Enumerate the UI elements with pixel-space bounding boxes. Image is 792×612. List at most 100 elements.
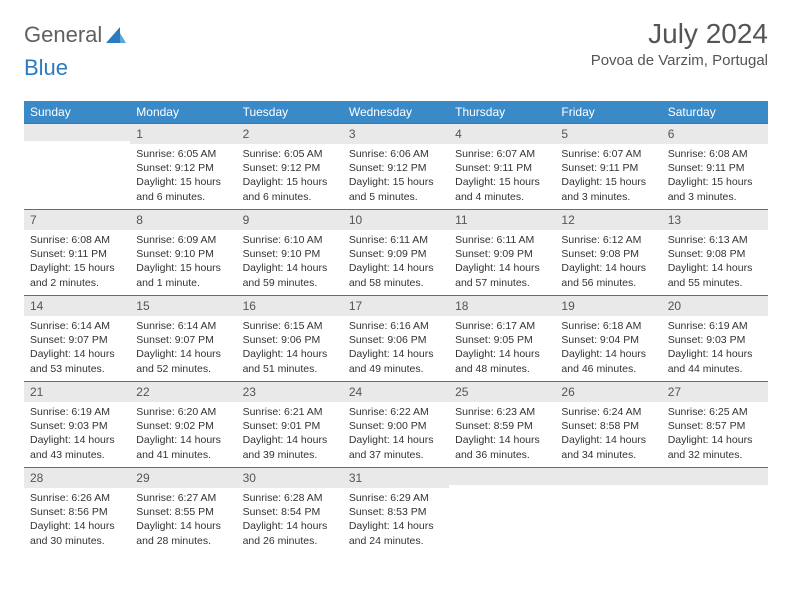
- day-number: 3: [343, 123, 449, 144]
- day-number: 7: [24, 209, 130, 230]
- sunset-text: Sunset: 9:09 PM: [455, 247, 549, 261]
- sunrise-text: Sunrise: 6:05 AM: [243, 147, 337, 161]
- sunrise-text: Sunrise: 6:12 AM: [561, 233, 655, 247]
- day-number: 13: [662, 209, 768, 230]
- sunset-text: Sunset: 9:06 PM: [243, 333, 337, 347]
- day-number: 4: [449, 123, 555, 144]
- day-number: [449, 467, 555, 485]
- sunset-text: Sunset: 9:10 PM: [136, 247, 230, 261]
- day-body: Sunrise: 6:17 AMSunset: 9:05 PMDaylight:…: [449, 316, 555, 380]
- sunset-text: Sunset: 9:03 PM: [668, 333, 762, 347]
- sunrise-text: Sunrise: 6:19 AM: [30, 405, 124, 419]
- daylight-text: Daylight: 15 hours and 1 minute.: [136, 261, 230, 289]
- sunrise-text: Sunrise: 6:18 AM: [561, 319, 655, 333]
- day-body: Sunrise: 6:15 AMSunset: 9:06 PMDaylight:…: [237, 316, 343, 380]
- calendar-day-cell: 27Sunrise: 6:25 AMSunset: 8:57 PMDayligh…: [662, 381, 768, 467]
- daylight-text: Daylight: 14 hours and 51 minutes.: [243, 347, 337, 375]
- sunrise-text: Sunrise: 6:23 AM: [455, 405, 549, 419]
- day-number: 9: [237, 209, 343, 230]
- sunset-text: Sunset: 9:04 PM: [561, 333, 655, 347]
- day-number: 19: [555, 295, 661, 316]
- sunset-text: Sunset: 9:11 PM: [30, 247, 124, 261]
- calendar-day-cell: 28Sunrise: 6:26 AMSunset: 8:56 PMDayligh…: [24, 467, 130, 553]
- day-body: Sunrise: 6:07 AMSunset: 9:11 PMDaylight:…: [555, 144, 661, 208]
- day-number: 28: [24, 467, 130, 488]
- calendar-day-cell: 31Sunrise: 6:29 AMSunset: 8:53 PMDayligh…: [343, 467, 449, 553]
- calendar-table: Sunday Monday Tuesday Wednesday Thursday…: [24, 101, 768, 553]
- day-number: 8: [130, 209, 236, 230]
- day-body: Sunrise: 6:08 AMSunset: 9:11 PMDaylight:…: [24, 230, 130, 294]
- daylight-text: Daylight: 14 hours and 26 minutes.: [243, 519, 337, 547]
- calendar-day-cell: 3Sunrise: 6:06 AMSunset: 9:12 PMDaylight…: [343, 123, 449, 209]
- sunrise-text: Sunrise: 6:14 AM: [30, 319, 124, 333]
- day-body: Sunrise: 6:29 AMSunset: 8:53 PMDaylight:…: [343, 488, 449, 552]
- weekday-header-row: Sunday Monday Tuesday Wednesday Thursday…: [24, 101, 768, 123]
- weekday-header: Wednesday: [343, 101, 449, 123]
- sunset-text: Sunset: 9:03 PM: [30, 419, 124, 433]
- weekday-header: Saturday: [662, 101, 768, 123]
- sunset-text: Sunset: 9:11 PM: [561, 161, 655, 175]
- calendar-day-cell: 25Sunrise: 6:23 AMSunset: 8:59 PMDayligh…: [449, 381, 555, 467]
- day-number: 26: [555, 381, 661, 402]
- sunrise-text: Sunrise: 6:09 AM: [136, 233, 230, 247]
- sunrise-text: Sunrise: 6:11 AM: [455, 233, 549, 247]
- calendar-day-cell: 29Sunrise: 6:27 AMSunset: 8:55 PMDayligh…: [130, 467, 236, 553]
- calendar-week-row: 21Sunrise: 6:19 AMSunset: 9:03 PMDayligh…: [24, 381, 768, 467]
- calendar-week-row: 28Sunrise: 6:26 AMSunset: 8:56 PMDayligh…: [24, 467, 768, 553]
- sunset-text: Sunset: 9:02 PM: [136, 419, 230, 433]
- calendar-day-cell: 17Sunrise: 6:16 AMSunset: 9:06 PMDayligh…: [343, 295, 449, 381]
- sunset-text: Sunset: 8:59 PM: [455, 419, 549, 433]
- sunrise-text: Sunrise: 6:26 AM: [30, 491, 124, 505]
- daylight-text: Daylight: 14 hours and 24 minutes.: [349, 519, 443, 547]
- day-number: 15: [130, 295, 236, 316]
- daylight-text: Daylight: 14 hours and 52 minutes.: [136, 347, 230, 375]
- sunset-text: Sunset: 8:55 PM: [136, 505, 230, 519]
- weekday-header: Monday: [130, 101, 236, 123]
- sunset-text: Sunset: 9:08 PM: [561, 247, 655, 261]
- logo-sail-icon: [106, 27, 126, 43]
- calendar-day-cell: 5Sunrise: 6:07 AMSunset: 9:11 PMDaylight…: [555, 123, 661, 209]
- daylight-text: Daylight: 14 hours and 49 minutes.: [349, 347, 443, 375]
- sunset-text: Sunset: 9:11 PM: [668, 161, 762, 175]
- sunrise-text: Sunrise: 6:21 AM: [243, 405, 337, 419]
- sunset-text: Sunset: 9:01 PM: [243, 419, 337, 433]
- sunrise-text: Sunrise: 6:11 AM: [349, 233, 443, 247]
- day-number: [24, 123, 130, 141]
- day-body: Sunrise: 6:16 AMSunset: 9:06 PMDaylight:…: [343, 316, 449, 380]
- day-number: 1: [130, 123, 236, 144]
- sunrise-text: Sunrise: 6:10 AM: [243, 233, 337, 247]
- daylight-text: Daylight: 14 hours and 56 minutes.: [561, 261, 655, 289]
- daylight-text: Daylight: 14 hours and 34 minutes.: [561, 433, 655, 461]
- daylight-text: Daylight: 14 hours and 41 minutes.: [136, 433, 230, 461]
- logo-text-general: General: [24, 22, 102, 48]
- daylight-text: Daylight: 14 hours and 36 minutes.: [455, 433, 549, 461]
- sunset-text: Sunset: 9:11 PM: [455, 161, 549, 175]
- daylight-text: Daylight: 15 hours and 2 minutes.: [30, 261, 124, 289]
- sunset-text: Sunset: 9:12 PM: [136, 161, 230, 175]
- day-body: Sunrise: 6:05 AMSunset: 9:12 PMDaylight:…: [130, 144, 236, 208]
- day-body: Sunrise: 6:13 AMSunset: 9:08 PMDaylight:…: [662, 230, 768, 294]
- daylight-text: Daylight: 14 hours and 39 minutes.: [243, 433, 337, 461]
- day-body: Sunrise: 6:09 AMSunset: 9:10 PMDaylight:…: [130, 230, 236, 294]
- day-number: 10: [343, 209, 449, 230]
- day-body: Sunrise: 6:14 AMSunset: 9:07 PMDaylight:…: [130, 316, 236, 380]
- logo: General: [24, 22, 128, 48]
- sunrise-text: Sunrise: 6:25 AM: [668, 405, 762, 419]
- day-number: 31: [343, 467, 449, 488]
- sunrise-text: Sunrise: 6:05 AM: [136, 147, 230, 161]
- day-number: 30: [237, 467, 343, 488]
- day-number: [555, 467, 661, 485]
- day-body: Sunrise: 6:11 AMSunset: 9:09 PMDaylight:…: [449, 230, 555, 294]
- sunset-text: Sunset: 9:12 PM: [243, 161, 337, 175]
- daylight-text: Daylight: 14 hours and 32 minutes.: [668, 433, 762, 461]
- day-body: Sunrise: 6:14 AMSunset: 9:07 PMDaylight:…: [24, 316, 130, 380]
- calendar-day-cell: 8Sunrise: 6:09 AMSunset: 9:10 PMDaylight…: [130, 209, 236, 295]
- calendar-day-cell: 16Sunrise: 6:15 AMSunset: 9:06 PMDayligh…: [237, 295, 343, 381]
- day-body: Sunrise: 6:20 AMSunset: 9:02 PMDaylight:…: [130, 402, 236, 466]
- sunrise-text: Sunrise: 6:28 AM: [243, 491, 337, 505]
- calendar-day-cell: 1Sunrise: 6:05 AMSunset: 9:12 PMDaylight…: [130, 123, 236, 209]
- day-number: 18: [449, 295, 555, 316]
- sunrise-text: Sunrise: 6:15 AM: [243, 319, 337, 333]
- sunrise-text: Sunrise: 6:16 AM: [349, 319, 443, 333]
- sunset-text: Sunset: 8:58 PM: [561, 419, 655, 433]
